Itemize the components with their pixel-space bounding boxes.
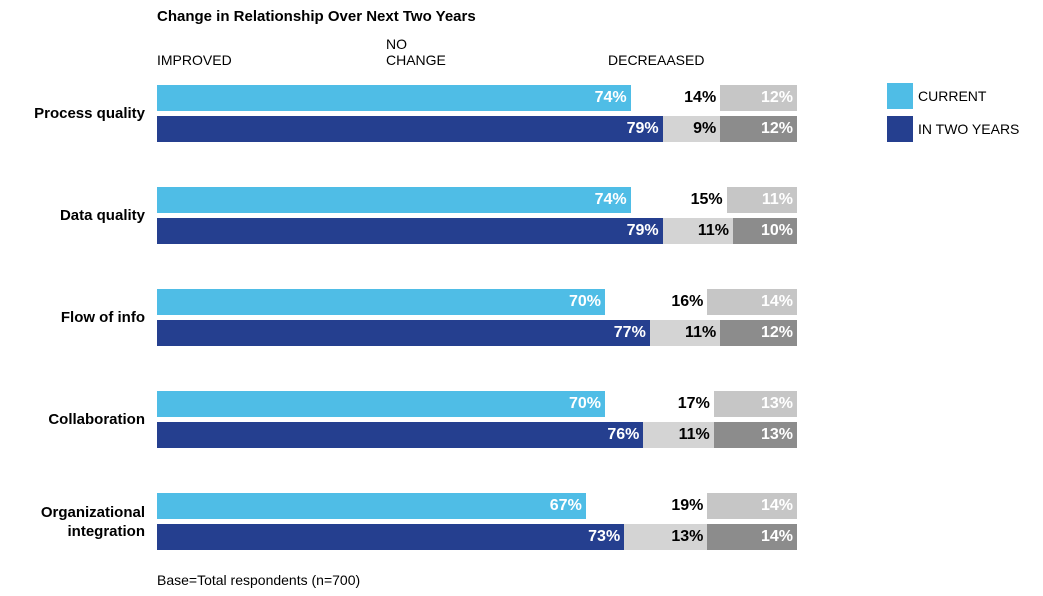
value-label: 70% [568, 293, 601, 310]
bar-segment: 12% [720, 320, 797, 346]
bar-segment: 79% [157, 116, 663, 142]
bar-segment: 14% [707, 289, 797, 315]
value-label: 11% [697, 222, 729, 239]
legend-swatch [887, 83, 913, 109]
category-label: Data quality [59, 207, 145, 224]
bar-segment: 19% [585, 493, 708, 519]
value-label: 11% [761, 191, 793, 208]
bar-segment: 9% [662, 116, 721, 142]
bar-segment: 13% [713, 391, 797, 417]
category-label: Process quality [34, 105, 145, 122]
bar-segment: 77% [157, 320, 650, 346]
category-label: Collaboration [48, 411, 145, 428]
bar-segment: 11% [643, 422, 714, 448]
segment-header: DECREAASED [608, 52, 705, 68]
value-label: 12% [760, 324, 793, 341]
value-label: 14% [684, 89, 717, 106]
bar-segment: 10% [733, 218, 797, 244]
value-label: 76% [607, 426, 640, 443]
bar-segment: 74% [157, 85, 631, 111]
value-label: 14% [760, 293, 793, 310]
bar-segment: 11% [649, 320, 721, 346]
bar-segment: 13% [713, 422, 797, 448]
value-label: 73% [588, 528, 621, 545]
value-label: 12% [760, 89, 793, 106]
value-label: 15% [690, 191, 723, 208]
value-label: 14% [760, 528, 793, 545]
legend-label: IN TWO YEARS [918, 121, 1020, 137]
bar-segment: 17% [605, 391, 714, 417]
legend-swatch [887, 116, 913, 142]
category-label: Flow of info [60, 309, 145, 326]
bar-segment: 14% [630, 85, 721, 111]
value-label: 67% [549, 497, 582, 514]
bar-segment: 70% [157, 289, 605, 315]
bar-segment: 70% [157, 391, 605, 417]
category-label: Organizational integration [40, 503, 145, 540]
bar-segment: 73% [157, 524, 625, 550]
bar-segment: 14% [707, 524, 797, 550]
value-label: 13% [760, 395, 793, 412]
bar-segment: 12% [720, 116, 797, 142]
value-label: 74% [594, 89, 627, 106]
bar-segment: 79% [157, 218, 663, 244]
value-label: 10% [760, 222, 793, 239]
bar-segment: 14% [707, 493, 797, 519]
value-label: 16% [671, 293, 704, 310]
value-label: 79% [626, 222, 659, 239]
bar-segment: 11% [726, 187, 797, 213]
bar-segment: 67% [157, 493, 586, 519]
segment-header: IMPROVED [157, 52, 232, 68]
note: Base=Total respondents (n=700) [157, 572, 361, 588]
value-label: 19% [671, 497, 704, 514]
value-label: 13% [671, 528, 704, 545]
value-label: 9% [693, 120, 717, 137]
bar-segment: 16% [605, 289, 708, 315]
value-label: 11% [678, 426, 710, 443]
value-label: 70% [568, 395, 601, 412]
value-label: 13% [760, 426, 793, 443]
bar-segment: 11% [662, 218, 733, 244]
value-label: 17% [677, 395, 710, 412]
value-label: 14% [760, 497, 793, 514]
segment-header: NO CHANGE [386, 36, 446, 68]
bar-segment: 15% [630, 187, 727, 213]
legend-label: CURRENT [918, 88, 987, 104]
value-label: 74% [594, 191, 627, 208]
chart-title: Change in Relationship Over Next Two Yea… [157, 8, 476, 25]
bar-segment: 76% [157, 422, 644, 448]
value-label: 77% [613, 324, 646, 341]
value-label: 12% [760, 120, 793, 137]
bar-segment: 12% [720, 85, 797, 111]
value-label: 79% [626, 120, 659, 137]
bar-segment: 13% [624, 524, 708, 550]
bar-segment: 74% [157, 187, 631, 213]
value-label: 11% [685, 324, 717, 341]
